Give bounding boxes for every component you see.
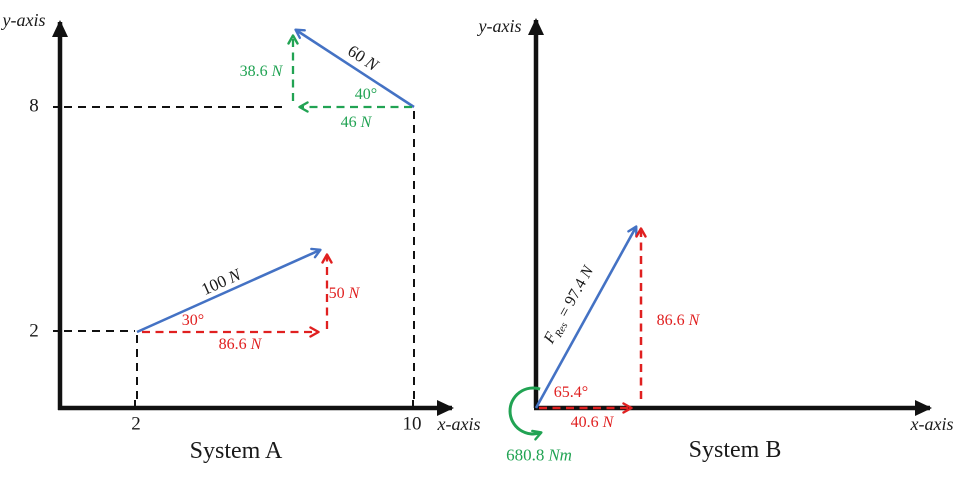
moment-value-label: 680.8 Nm xyxy=(506,445,572,465)
resultant-components xyxy=(539,227,647,414)
force-100N-components xyxy=(142,253,333,338)
system-a-x-tick-2: 2 xyxy=(131,413,141,435)
force-100N-y-component-label: 50 N xyxy=(328,285,360,302)
force-60N-vector xyxy=(294,28,415,109)
moment-arrow xyxy=(508,386,543,441)
system-b-y-axis-label: y-axis xyxy=(478,16,522,36)
system-a-axes xyxy=(52,20,454,416)
force-100N-vector xyxy=(136,247,322,334)
system-a-caption: System A xyxy=(189,438,283,464)
system-b-axes xyxy=(528,18,932,416)
force-60N-y-component-label: 38.6 N xyxy=(239,63,283,80)
system-a-guide-lines xyxy=(64,106,415,404)
system-a-y-tick-8: 8 xyxy=(29,95,39,117)
resultant-angle-label: 65.4° xyxy=(553,384,589,401)
resultant-x-component-label: 40.6 N xyxy=(570,414,614,431)
force-100N-x-component-label: 86.6 N xyxy=(218,336,262,353)
system-a-x-tick-10: 10 xyxy=(402,413,422,435)
force-60N-x-component-label: 46 N xyxy=(340,114,372,131)
system-a-y-tick-2: 2 xyxy=(29,320,39,342)
force-60N-components xyxy=(287,34,412,113)
force-100N-angle-label: 30° xyxy=(181,312,205,329)
force-60N-angle-label: 40° xyxy=(354,86,378,103)
system-a-x-axis-label: x-axis xyxy=(437,414,481,434)
system-b-x-axis-label: x-axis xyxy=(910,414,954,434)
system-a-y-axis-label: y-axis xyxy=(2,10,46,30)
resultant-y-component-label: 86.6 N xyxy=(656,312,700,329)
system-b-caption: System B xyxy=(688,437,782,463)
resultant-vector xyxy=(534,225,638,409)
